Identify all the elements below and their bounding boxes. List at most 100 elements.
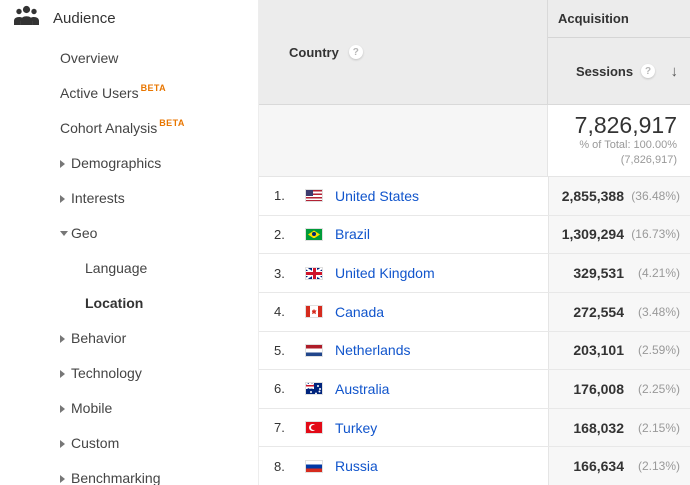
country-cell: 1. United States: [259, 177, 548, 215]
acquisition-group-header: Acquisition: [548, 0, 690, 38]
sidebar-item-interests[interactable]: Interests: [0, 180, 258, 215]
chevron-right-icon: [60, 400, 71, 416]
country-link[interactable]: Turkey: [335, 419, 378, 436]
sidebar-item-benchmarking[interactable]: Benchmarking: [0, 460, 258, 485]
table-body: 1. United States 2,855,388 (36.48%) 2. B…: [259, 177, 690, 485]
percent-of-total-label: % of Total: 100.00%: [579, 139, 677, 152]
row-rank: 4.: [274, 304, 285, 320]
totals-row: 7,826,917 % of Total: 100.00% (7,826,917…: [259, 105, 690, 177]
sessions-percent: (2.25%): [637, 381, 680, 396]
sidebar-item-list: Overview Active Users BETA Cohort Analys…: [0, 36, 258, 485]
chevron-right-icon: [60, 155, 71, 171]
row-rank: 3.: [274, 265, 285, 281]
table-row: 7. Turkey 168,032 (2.15%): [259, 408, 690, 448]
sessions-value: 329,531: [573, 265, 624, 282]
country-link[interactable]: United Kingdom: [335, 265, 435, 282]
country-link[interactable]: United States: [335, 187, 420, 204]
row-rank: 6.: [274, 381, 285, 397]
sessions-value: 176,008: [573, 380, 624, 397]
table-header: Country Acquisition Sessions: [259, 0, 690, 105]
row-rank: 5.: [274, 342, 285, 358]
chevron-down-icon: [60, 225, 71, 241]
sessions-value: 2,855,388: [561, 187, 624, 204]
sessions-value: 168,032: [573, 419, 624, 436]
table-row: 8. Russia 166,634 (2.13%): [259, 447, 690, 485]
sidebar-item-demographics[interactable]: Demographics: [0, 145, 258, 180]
country-link[interactable]: Netherlands: [335, 342, 411, 359]
report-table: Country Acquisition Sessions 7,826,917 %…: [258, 0, 690, 485]
total-sessions-value: 7,826,917: [574, 112, 677, 138]
sidebar-item-behavior[interactable]: Behavior: [0, 320, 258, 355]
table-row: 6. Australia 176,008 (2.25%): [259, 370, 690, 409]
country-column-header: Country: [259, 0, 548, 105]
chevron-right-icon: [60, 330, 71, 346]
sidebar-section-label: Audience: [53, 9, 116, 27]
sessions-percent: (2.59%): [637, 343, 680, 358]
chevron-right-icon: [60, 435, 71, 451]
sidebar-item-mobile[interactable]: Mobile: [0, 390, 258, 425]
chevron-right-icon: [60, 190, 71, 206]
sessions-column-header[interactable]: Sessions: [548, 38, 690, 105]
sessions-cell: 2,855,388 (36.48%): [548, 177, 690, 215]
sessions-header-label: Sessions: [576, 63, 634, 79]
sidebar-section-audience[interactable]: Audience: [0, 0, 258, 36]
flag-australia-icon: [305, 382, 323, 396]
sessions-cell: 176,008 (2.25%): [548, 370, 690, 408]
help-icon[interactable]: [348, 45, 363, 59]
sidebar-item-active-users[interactable]: Active Users BETA: [60, 82, 167, 101]
sessions-cell: 168,032 (2.15%): [548, 408, 690, 447]
sidebar-item-location[interactable]: Location: [85, 294, 144, 311]
total-in-parens-label: (7,826,917): [620, 153, 677, 166]
sessions-value: 1,309,294: [561, 226, 624, 243]
row-rank: 1.: [274, 188, 285, 204]
sidebar-item-geo[interactable]: Geo: [0, 215, 258, 250]
acquisition-header-label: Acquisition: [558, 11, 629, 26]
sidebar-nav: Audience Overview Active Users BETA Coho…: [0, 0, 258, 485]
table-row: 1. United States 2,855,388 (36.48%): [259, 177, 690, 216]
chevron-right-icon: [60, 365, 71, 381]
country-link[interactable]: Russia: [335, 458, 378, 475]
flag-netherlands-icon: [305, 343, 323, 357]
sidebar-item-overview[interactable]: Overview: [60, 49, 119, 66]
sessions-value: 203,101: [573, 342, 624, 359]
sessions-cell: 1,309,294 (16.73%): [548, 215, 690, 254]
table-row: 5. Netherlands 203,101 (2.59%): [259, 331, 690, 371]
flag-united-states-icon: [305, 189, 323, 203]
totals-dimension-cell: [259, 105, 548, 176]
sessions-cell: 272,554 (3.48%): [548, 292, 690, 331]
country-cell: 6. Australia: [259, 370, 548, 408]
country-cell: 5. Netherlands: [259, 332, 548, 370]
country-link[interactable]: Canada: [335, 303, 385, 320]
help-icon[interactable]: [641, 64, 656, 78]
country-link[interactable]: Australia: [335, 380, 390, 397]
country-link[interactable]: Brazil: [335, 226, 371, 243]
country-cell: 2. Brazil: [259, 216, 548, 254]
flag-united-kingdom-icon: [305, 266, 323, 280]
sidebar-item-custom[interactable]: Custom: [0, 425, 258, 460]
flag-canada-icon: [305, 305, 323, 319]
sessions-percent: (4.21%): [637, 266, 680, 281]
country-cell: 7. Turkey: [259, 409, 548, 447]
sidebar-item-technology[interactable]: Technology: [0, 355, 258, 390]
table-row: 4. Canada 272,554 (3.48%): [259, 292, 690, 332]
sessions-cell: 166,634 (2.13%): [548, 447, 690, 485]
flag-russia-icon: [305, 459, 323, 473]
beta-badge: BETA: [159, 117, 185, 128]
beta-badge: BETA: [140, 82, 167, 93]
audience-icon: [13, 5, 40, 31]
sessions-cell: 203,101 (2.59%): [548, 331, 690, 370]
sort-descending-icon[interactable]: [671, 64, 679, 79]
sidebar-item-cohort-analysis[interactable]: Cohort Analysis BETA: [60, 117, 185, 136]
sidebar-item-language[interactable]: Language: [85, 259, 148, 276]
chevron-right-icon: [60, 470, 71, 485]
sessions-percent: (2.15%): [637, 420, 680, 435]
sessions-percent: (36.48%): [631, 188, 680, 203]
totals-sessions-cell: 7,826,917 % of Total: 100.00% (7,826,917…: [548, 105, 690, 176]
country-cell: 4. Canada: [259, 293, 548, 331]
sessions-value: 166,634: [573, 458, 624, 475]
row-rank: 8.: [274, 458, 285, 474]
sessions-value: 272,554: [573, 303, 624, 320]
sessions-cell: 329,531 (4.21%): [548, 254, 690, 292]
country-cell: 3. United Kingdom: [259, 254, 548, 292]
